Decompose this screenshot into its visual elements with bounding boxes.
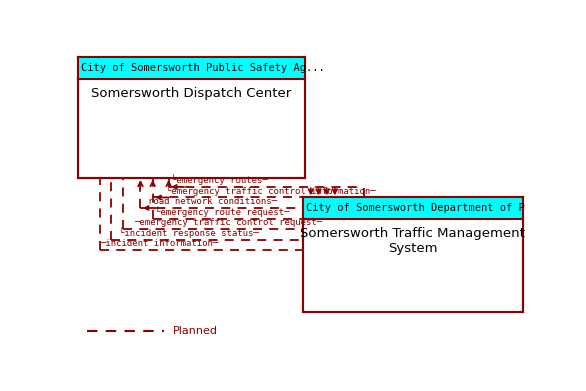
Bar — [302, 197, 523, 219]
Text: road network conditions─: road network conditions─ — [148, 197, 277, 206]
Text: └emergency route request─: └emergency route request─ — [155, 206, 289, 217]
Text: └incident response status─: └incident response status─ — [118, 227, 258, 238]
Text: └emergency routes─: └emergency routes─ — [171, 174, 268, 185]
Text: ─emergency traffic control request─: ─emergency traffic control request─ — [135, 218, 323, 227]
Text: City of Somersworth Public Safety Ag...: City of Somersworth Public Safety Ag... — [81, 63, 325, 73]
Bar — [302, 197, 523, 312]
Text: Planned: Planned — [173, 326, 218, 336]
Text: └emergency traffic control information─: └emergency traffic control information─ — [166, 185, 376, 196]
Text: ─incident information─: ─incident information─ — [101, 239, 219, 248]
Bar — [78, 57, 305, 79]
Text: City of Somersworth Department of P...: City of Somersworth Department of P... — [306, 203, 544, 213]
Bar — [78, 57, 305, 178]
Text: Somersworth Dispatch Center: Somersworth Dispatch Center — [91, 87, 291, 100]
Text: Somersworth Traffic Management
System: Somersworth Traffic Management System — [300, 227, 525, 255]
